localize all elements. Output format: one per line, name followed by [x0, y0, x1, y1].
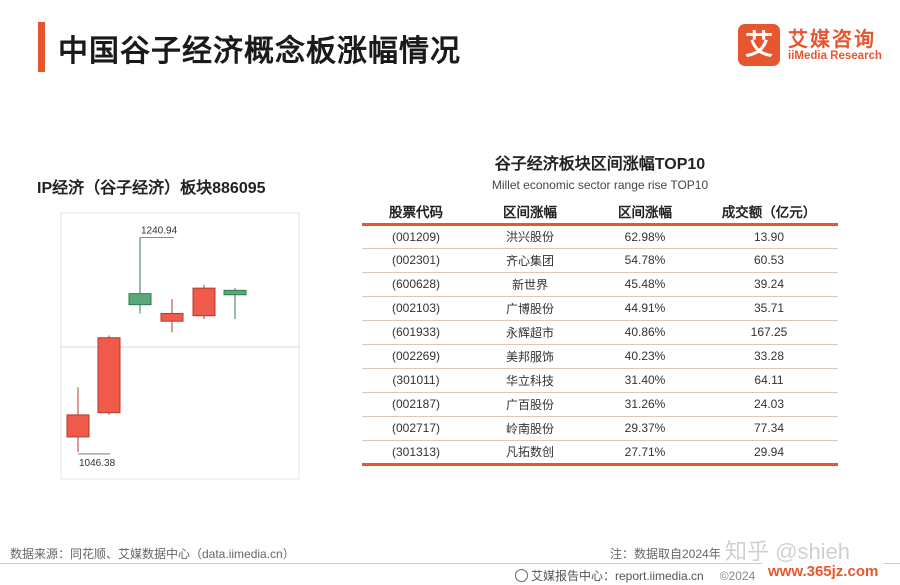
- table-cell-rise: 44.91%: [590, 296, 700, 321]
- table-header-row: 股票代码 区间涨幅 区间涨幅 成交额（亿元）: [362, 200, 838, 226]
- table-row: (601933) 永辉超市 40.86% 167.25: [362, 320, 838, 345]
- table-cell-turnover: 24.03: [700, 392, 838, 417]
- table-cell-rise: 40.86%: [590, 320, 700, 345]
- globe-icon: [515, 569, 528, 582]
- table-row: (002103) 广博股份 44.91% 35.71: [362, 296, 838, 321]
- table-cell-rise: 29.37%: [590, 416, 700, 441]
- table-cell-code: (002103): [362, 296, 470, 321]
- table-cell-rise: 45.48%: [590, 272, 700, 297]
- table-cell-name: 岭南股份: [470, 416, 590, 441]
- table-cell-name: 广百股份: [470, 392, 590, 417]
- table-cell-name: 美邦服饰: [470, 344, 590, 369]
- table-row: (301011) 华立科技 31.40% 64.11: [362, 368, 838, 393]
- footer-divider: [0, 563, 900, 564]
- table-cell-name: 凡拓数创: [470, 440, 590, 466]
- table-cell-turnover: 39.24: [700, 272, 838, 297]
- table-cell-rise: 40.23%: [590, 344, 700, 369]
- kline-chart: 1240.94 1046.38: [60, 212, 300, 480]
- table-cell-name: 永辉超市: [470, 320, 590, 345]
- table-cell-code: (002187): [362, 392, 470, 417]
- brand-logo: 艾 艾媒咨询 iiMedia Research: [738, 22, 888, 70]
- table-cell-rise: 62.98%: [590, 224, 700, 249]
- chart-frame: [60, 212, 300, 480]
- table-title: 谷子经济板块区间涨幅TOP10: [494, 156, 706, 173]
- table-cell-code: (001209): [362, 224, 470, 249]
- table-cell-turnover: 77.34: [700, 416, 838, 441]
- candle-body: [192, 287, 216, 317]
- candle-body: [97, 337, 121, 414]
- data-source-note: 数据来源：同花顺、艾媒数据中心（data.iimedia.cn）: [10, 547, 295, 561]
- kline-chart-title: IP经济（谷子经济）板块886095: [37, 180, 266, 197]
- candle-body: [160, 312, 184, 322]
- table-cell-name: 洪兴股份: [470, 224, 590, 249]
- table-cell-turnover: 60.53: [700, 248, 838, 273]
- rank-table: 股票代码 区间涨幅 区间涨幅 成交额（亿元） (001209) 洪兴股份 62.98…: [362, 200, 838, 466]
- watermark: 知乎 @shieh: [725, 539, 851, 564]
- table-row: (001209) 洪兴股份 62.98% 13.90: [362, 224, 838, 249]
- report-center-link[interactable]: 艾媒报告中心：report.iimedia.cn: [531, 569, 704, 583]
- table-row: (600628) 新世界 45.48% 39.24: [362, 272, 838, 297]
- table-cell-rise: 31.26%: [590, 392, 700, 417]
- candle-body: [66, 414, 90, 438]
- table-row: (301313) 凡拓数创 27.71% 29.94: [362, 440, 838, 466]
- table-cell-name: 齐心集团: [470, 248, 590, 273]
- table-cell-turnover: 33.28: [700, 344, 838, 369]
- table-subtitle: Millet economic sector range rise TOP10: [491, 178, 709, 192]
- table-cell-turnover: 35.71: [700, 296, 838, 321]
- low-annotation-label: 1046.38: [79, 458, 116, 469]
- table-cell-code: (301011): [362, 368, 470, 393]
- table-cell-name: 广博股份: [470, 296, 590, 321]
- logo-chinese-name: 艾媒咨询: [788, 29, 876, 51]
- table-row: (002301) 齐心集团 54.78% 60.53: [362, 248, 838, 273]
- title-accent-bar: [38, 22, 45, 72]
- table-cell-rise: 31.40%: [590, 368, 700, 393]
- copyright: ©2024: [719, 569, 756, 583]
- site-watermark: www.365jz.com: [762, 562, 885, 581]
- data-note: 注：数据取自2024年: [610, 547, 721, 561]
- table-row: (002187) 广百股份 31.26% 24.03: [362, 392, 838, 417]
- logo-mark: 艾: [738, 24, 780, 66]
- table-cell-name: 新世界: [470, 272, 590, 297]
- logo-english-name: iiMedia Research: [788, 50, 882, 62]
- candle-body: [128, 293, 152, 306]
- column-header-rise: 区间涨幅: [590, 200, 700, 226]
- column-header-code: 股票代码: [362, 200, 470, 226]
- table-cell-code: (002269): [362, 344, 470, 369]
- column-header-name: 区间涨幅: [470, 200, 590, 226]
- table-cell-code: (301313): [362, 440, 470, 466]
- table-cell-code: (002717): [362, 416, 470, 441]
- table-cell-name: 华立科技: [470, 368, 590, 393]
- table-cell-rise: 54.78%: [590, 248, 700, 273]
- table-cell-turnover: 167.25: [700, 320, 838, 345]
- table-cell-code: (601933): [362, 320, 470, 345]
- table-cell-code: (002301): [362, 248, 470, 273]
- table-cell-code: (600628): [362, 272, 470, 297]
- table-cell-rise: 27.71%: [590, 440, 700, 466]
- high-annotation-label: 1240.94: [141, 225, 178, 236]
- table-cell-turnover: 13.90: [700, 224, 838, 249]
- table-row: (002269) 美邦服饰 40.23% 33.28: [362, 344, 838, 369]
- table-cell-turnover: 64.11: [700, 368, 838, 393]
- candle-body: [223, 289, 247, 296]
- table-row: (002717) 岭南股份 29.37% 77.34: [362, 416, 838, 441]
- footer: 艾媒报告中心：report.iimedia.cn ©2024: [515, 567, 755, 584]
- column-header-turnover: 成交额（亿元）: [700, 200, 838, 226]
- page-title: 中国谷子经济概念板涨幅情况: [58, 35, 461, 68]
- table-cell-turnover: 29.94: [700, 440, 838, 466]
